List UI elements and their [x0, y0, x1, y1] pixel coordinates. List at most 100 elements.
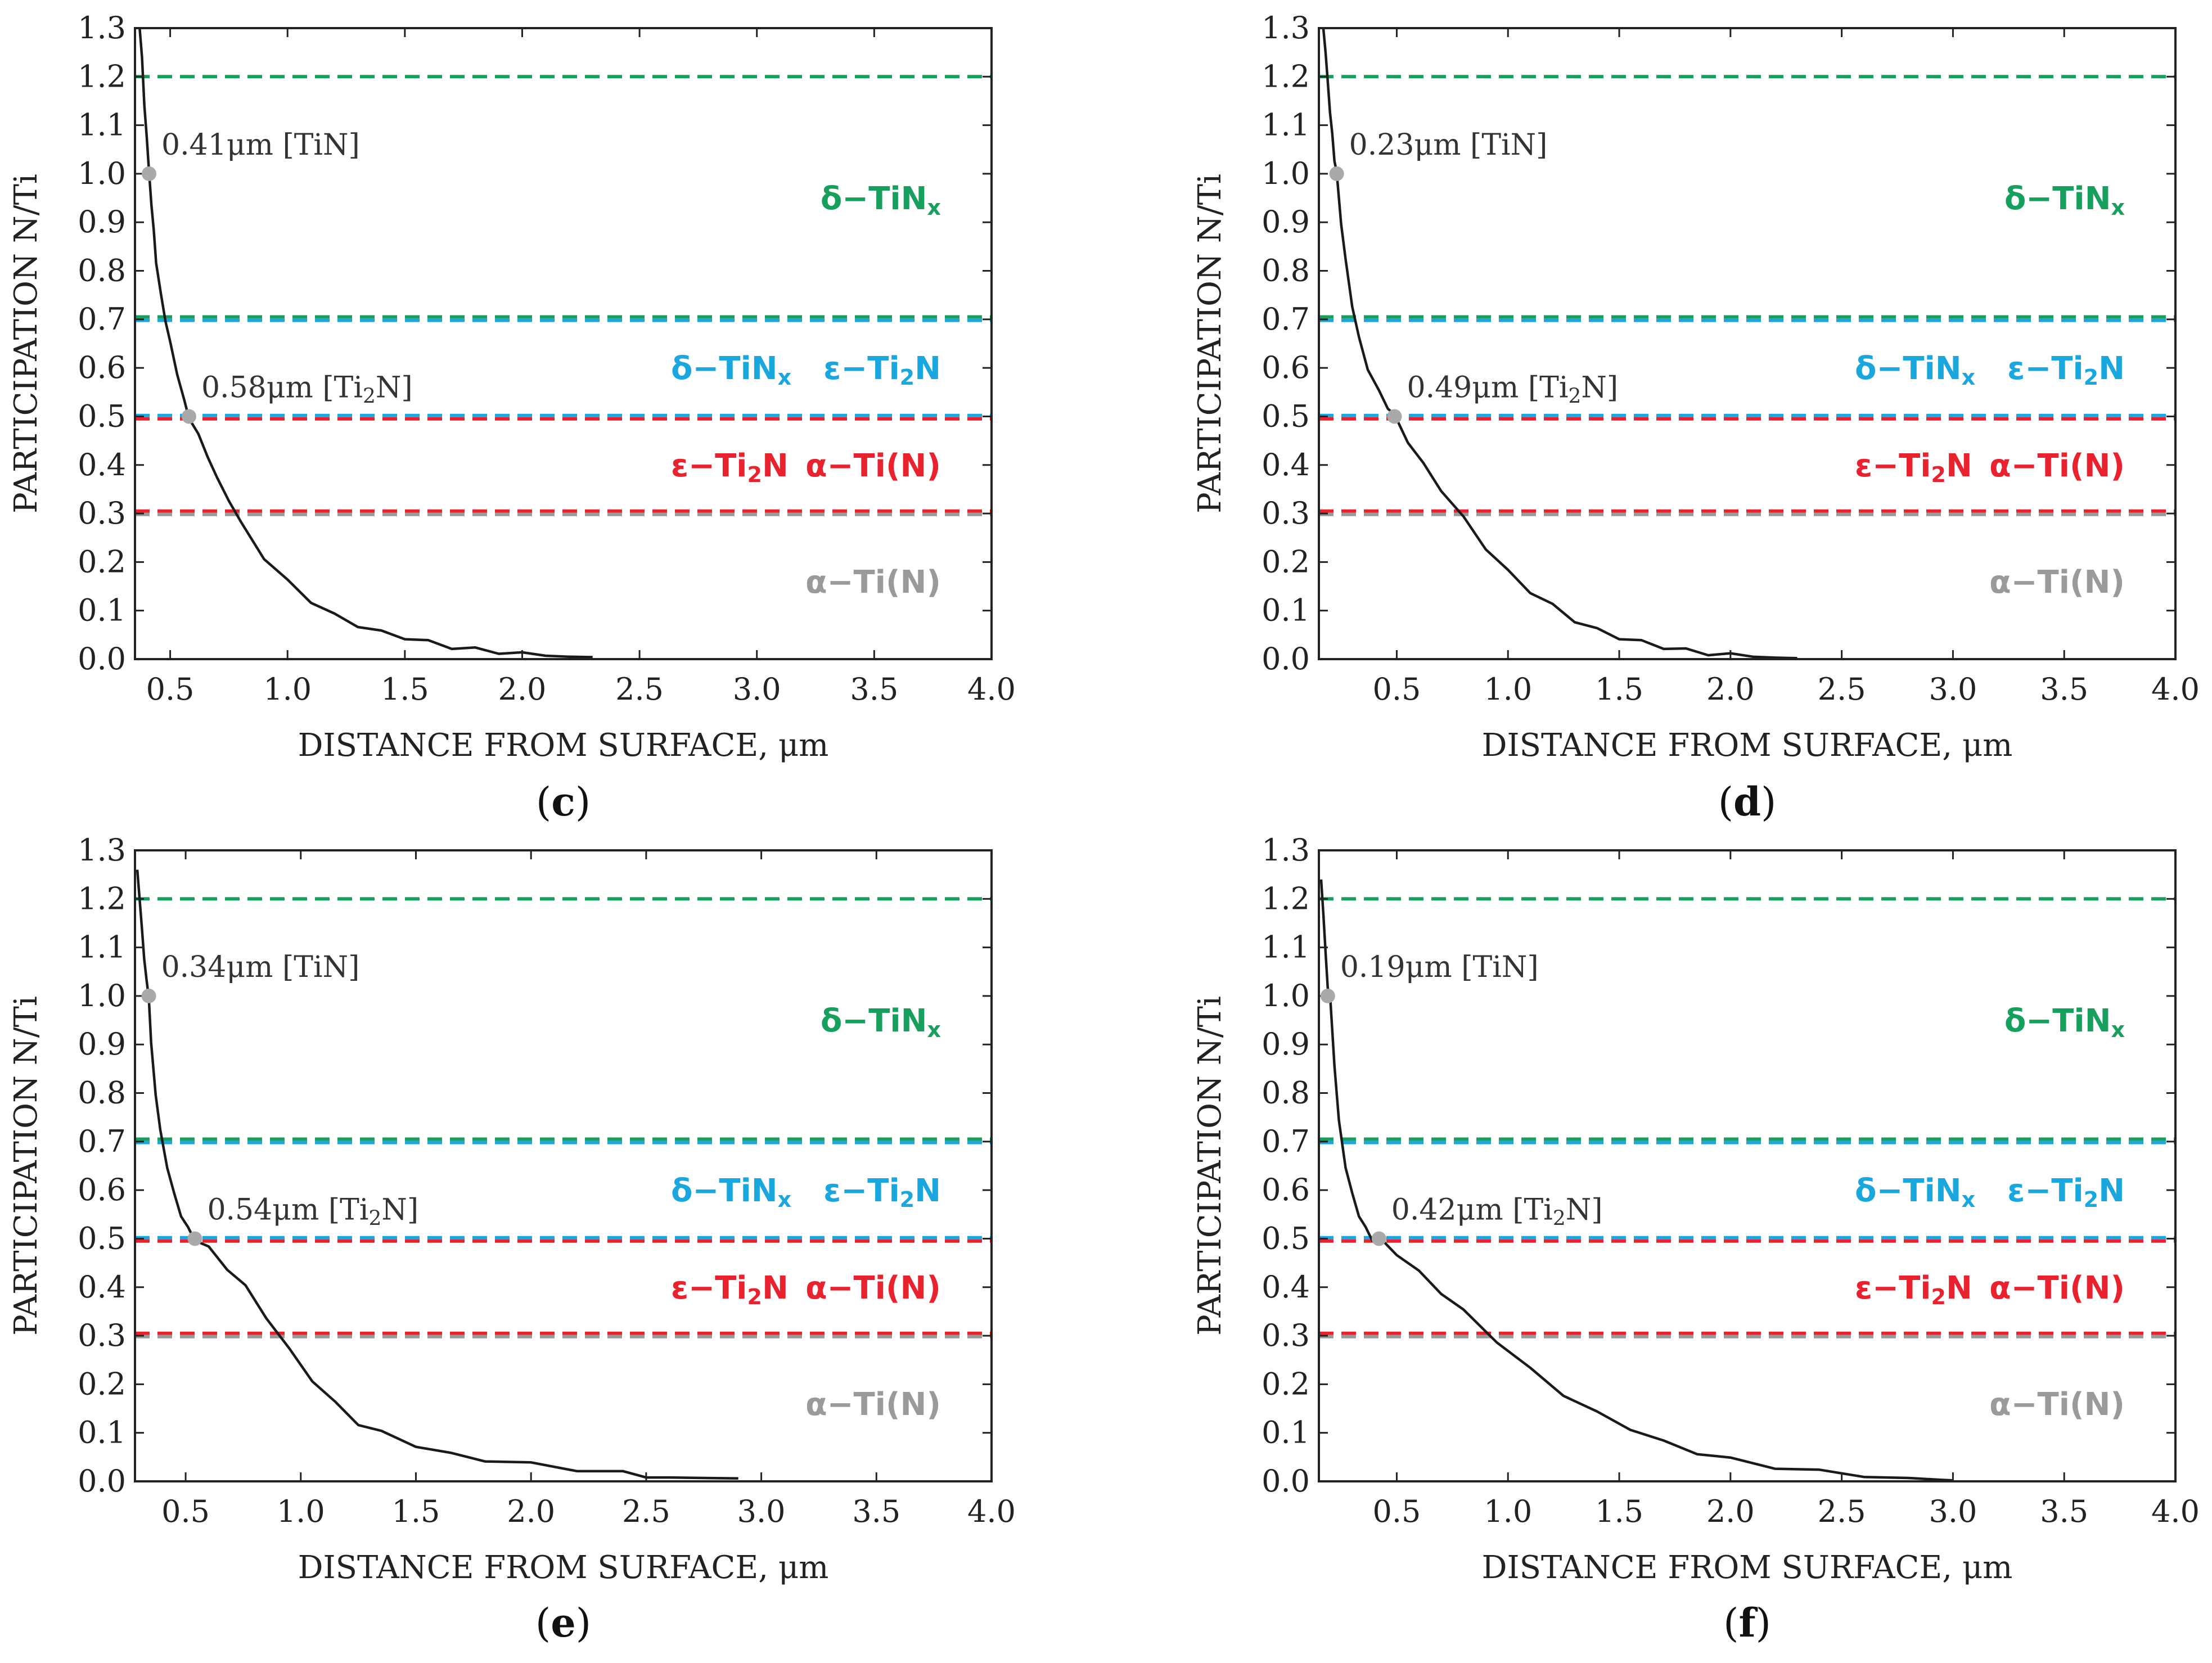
y-axis-label: PARTICIPATION N/Ti: [1192, 996, 1228, 1336]
phase-label-cyan: ε−Ti2N: [2007, 1173, 2125, 1212]
phase-label-green: δ−TiNx: [821, 181, 941, 220]
x-axis-label: DISTANCE FROM SURFACE, μm: [1482, 727, 2013, 764]
phase-label-green: δ−TiNx: [2004, 1003, 2125, 1042]
x-tick-label: 2.0: [498, 671, 547, 707]
y-tick-label: 0.6: [78, 1172, 126, 1207]
y-tick-label: 1.2: [1262, 58, 1310, 94]
y-tick-label: 0.5: [78, 1220, 126, 1256]
y-tick-label: 1.1: [1262, 930, 1310, 965]
x-tick-label: 2.5: [615, 671, 664, 707]
phase-label-cyan: δ−TiNx: [671, 350, 791, 390]
x-tick-label: 2.5: [1818, 1494, 1866, 1529]
annotation-marker: [1329, 166, 1344, 181]
panel-label: (c): [536, 778, 591, 825]
y-tick-label: 0.1: [1262, 593, 1310, 628]
plot-frame: [134, 849, 993, 1482]
x-tick-label: 3.5: [850, 671, 898, 707]
x-tick-label: 4.0: [967, 1494, 1016, 1529]
chart-panel-f: 0.0 0.1 0.2 0.3 0.4 0.5 0.6 0.7 0.8 0.9 1.0 1.1 1.2 1…: [1192, 832, 2200, 1646]
y-tick-label: 0.3: [1262, 495, 1310, 531]
panel-label: (f): [1723, 1599, 1771, 1646]
y-tick-label: 0.5: [78, 398, 126, 434]
x-tick-label: 2.5: [622, 1494, 670, 1529]
y-tick-label: 1.3: [78, 832, 126, 868]
y-tick-label: 0.0: [1262, 1463, 1310, 1499]
y-tick-label: 0.6: [1262, 350, 1310, 385]
y-tick-label: 0.1: [78, 1415, 126, 1450]
annotation-label: 0.58μm [Ti2N]: [201, 371, 413, 408]
phase-label-cyan: δ−TiNx: [671, 1173, 791, 1212]
y-tick-label: 0.9: [1262, 204, 1310, 240]
y-tick-label: 0.7: [1262, 301, 1310, 337]
y-axis-label: PARTICIPATION N/Ti: [8, 996, 44, 1336]
phase-label-gray: α−Ti(N): [1989, 564, 2125, 601]
y-tick-label: 0.5: [1262, 1220, 1310, 1256]
y-tick-label: 0.9: [1262, 1026, 1310, 1062]
phase-label-red: ε−Ti2N: [1855, 448, 1972, 487]
y-tick-label: 1.0: [78, 156, 126, 191]
phase-label-cyan: δ−TiNx: [1855, 350, 1975, 390]
x-tick-label: 3.0: [1929, 671, 1977, 707]
y-tick-label: 0.2: [78, 544, 126, 579]
y-tick-label: 0.5: [1262, 398, 1310, 434]
phase-label-gray: α−Ti(N): [1989, 1386, 2125, 1423]
y-tick-label: 1.1: [78, 930, 126, 965]
x-tick-label: 3.0: [733, 671, 781, 707]
x-tick-label: 2.0: [507, 1494, 555, 1529]
phase-label-red: ε−Ti2N: [1855, 1270, 1972, 1309]
x-tick-label: 0.5: [1373, 671, 1421, 707]
x-tick-label: 1.0: [277, 1494, 325, 1529]
x-tick-label: 1.5: [1595, 671, 1643, 707]
phase-label-cyan: ε−Ti2N: [823, 1173, 941, 1212]
y-tick-label: 1.0: [1262, 156, 1310, 191]
x-tick-label: 0.5: [146, 671, 195, 707]
chart-panel-c: 0.0 0.1 0.2 0.3 0.4 0.5 0.6 0.7 0.8 0.9 1.0 1.1 1.2 1…: [8, 10, 1016, 825]
y-tick-label: 1.3: [1262, 832, 1310, 868]
x-tick-label: 1.0: [263, 671, 312, 707]
phase-label-cyan: ε−Ti2N: [2007, 350, 2125, 390]
annotation-label: 0.19μm [TiN]: [1340, 950, 1539, 984]
y-tick-label: 0.0: [78, 1463, 126, 1499]
y-tick-label: 0.7: [78, 301, 126, 337]
annotation-marker: [187, 1231, 202, 1246]
annotation-label: 0.34μm [TiN]: [161, 950, 360, 984]
plot-frame: [1318, 27, 2177, 660]
y-tick-label: 0.1: [78, 593, 126, 628]
x-tick-label: 1.5: [1595, 1494, 1643, 1529]
phase-label-red: α−Ti(N): [805, 448, 941, 484]
x-axis-label: DISTANCE FROM SURFACE, μm: [1482, 1549, 2013, 1586]
y-tick-label: 0.2: [1262, 544, 1310, 579]
annotation-marker: [142, 166, 157, 181]
y-tick-label: 1.1: [78, 107, 126, 143]
y-tick-label: 0.9: [78, 204, 126, 240]
x-axis-label: DISTANCE FROM SURFACE, μm: [298, 1549, 829, 1586]
annotation-marker: [181, 409, 196, 424]
y-tick-label: 0.8: [1262, 253, 1310, 289]
x-tick-label: 1.5: [392, 1494, 440, 1529]
y-tick-label: 0.4: [1262, 447, 1310, 483]
x-axis-label: DISTANCE FROM SURFACE, μm: [298, 727, 829, 764]
annotation-marker: [1320, 988, 1335, 1003]
x-tick-label: 0.5: [1373, 1494, 1421, 1529]
phase-label-cyan: ε−Ti2N: [823, 350, 941, 390]
y-tick-label: 1.2: [78, 881, 126, 916]
y-tick-label: 0.2: [78, 1366, 126, 1401]
x-tick-label: 1.5: [381, 671, 429, 707]
y-tick-label: 0.0: [78, 641, 126, 677]
x-tick-label: 4.0: [2151, 1494, 2200, 1529]
phase-label-gray: α−Ti(N): [805, 1386, 941, 1423]
x-tick-label: 1.0: [1484, 671, 1532, 707]
y-tick-label: 0.7: [78, 1124, 126, 1159]
x-tick-label: 3.0: [1929, 1494, 1977, 1529]
phase-label-cyan: δ−TiNx: [1855, 1173, 1975, 1212]
annotation-label: 0.23μm [TiN]: [1349, 128, 1548, 162]
panel-label: (d): [1718, 778, 1777, 825]
annotation-marker: [1371, 1231, 1386, 1246]
y-tick-label: 0.6: [1262, 1172, 1310, 1207]
annotation-label: 0.42μm [Ti2N]: [1391, 1193, 1603, 1230]
y-tick-label: 0.9: [78, 1026, 126, 1062]
plot-frame: [134, 27, 993, 660]
phase-label-red: ε−Ti2N: [671, 1270, 789, 1309]
